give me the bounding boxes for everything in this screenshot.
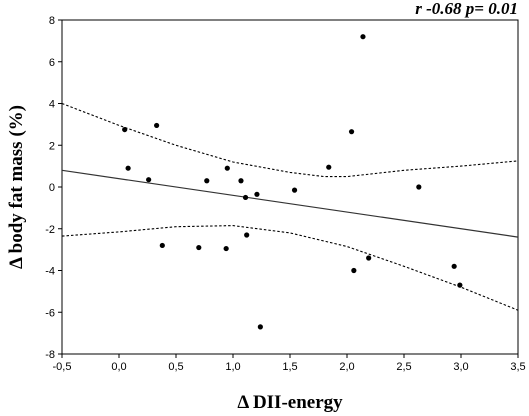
y-tick-label: -2 <box>45 224 55 236</box>
x-tick-label: 1,5 <box>282 361 297 373</box>
x-tick-label: 0,0 <box>111 361 126 373</box>
data-point <box>291 187 298 193</box>
y-axis-title: Δ body fat mass (%) <box>6 105 27 269</box>
data-point <box>154 122 160 129</box>
data-point <box>146 177 152 183</box>
data-point <box>196 244 202 251</box>
y-tick-label: -8 <box>45 349 55 361</box>
data-point <box>451 263 457 269</box>
x-tick-label: -0,5 <box>53 361 72 373</box>
data-point <box>416 184 422 190</box>
data-point <box>159 242 165 249</box>
data-point <box>254 191 260 197</box>
x-tick-label: 2,5 <box>396 361 411 373</box>
data-point <box>348 129 355 135</box>
y-tick-label: 8 <box>49 15 55 27</box>
chart-annotation: r -0.68 p= 0.01 <box>415 0 518 18</box>
x-axis-title: Δ DII-energy <box>237 392 343 413</box>
data-point <box>238 178 244 184</box>
x-tick-label: 3,0 <box>453 361 468 373</box>
confidence-lower-band <box>61 225 519 311</box>
y-tick-label: -6 <box>45 307 55 319</box>
y-tick-label: 2 <box>49 140 55 152</box>
data-point <box>360 34 366 40</box>
x-tick-label: 0,5 <box>168 361 183 373</box>
data-point <box>257 324 263 330</box>
y-tick-label: 6 <box>49 57 55 69</box>
data-point <box>366 255 372 261</box>
x-tick-label: 1,0 <box>225 361 240 373</box>
data-point <box>125 165 131 171</box>
data-point <box>204 178 210 184</box>
data-point <box>242 194 249 201</box>
confidence-bands <box>61 102 519 311</box>
data-point <box>223 245 229 252</box>
x-tick-label: 3,5 <box>510 361 525 373</box>
data-point <box>457 282 463 288</box>
confidence-upper-band <box>61 102 519 178</box>
regression-line <box>61 169 519 238</box>
plot-frame <box>61 19 519 355</box>
data-point <box>326 164 332 170</box>
data-point <box>122 126 128 133</box>
data-point <box>244 232 250 238</box>
y-tick-label: 4 <box>49 99 55 111</box>
data-points <box>122 34 463 330</box>
y-tick-label: -4 <box>45 266 55 278</box>
data-point <box>224 165 230 171</box>
regression-line-group <box>61 169 519 238</box>
data-point <box>351 267 357 274</box>
x-tick-label: 2,0 <box>339 361 354 373</box>
y-tick-label: 0 <box>49 182 55 194</box>
axis-ticks: -0,5 0,0 0,5 1,0 1,5 2,0 2,5 3,0 3,5 8 6 4 2 0 -2 -4 -6 -… <box>45 15 525 373</box>
